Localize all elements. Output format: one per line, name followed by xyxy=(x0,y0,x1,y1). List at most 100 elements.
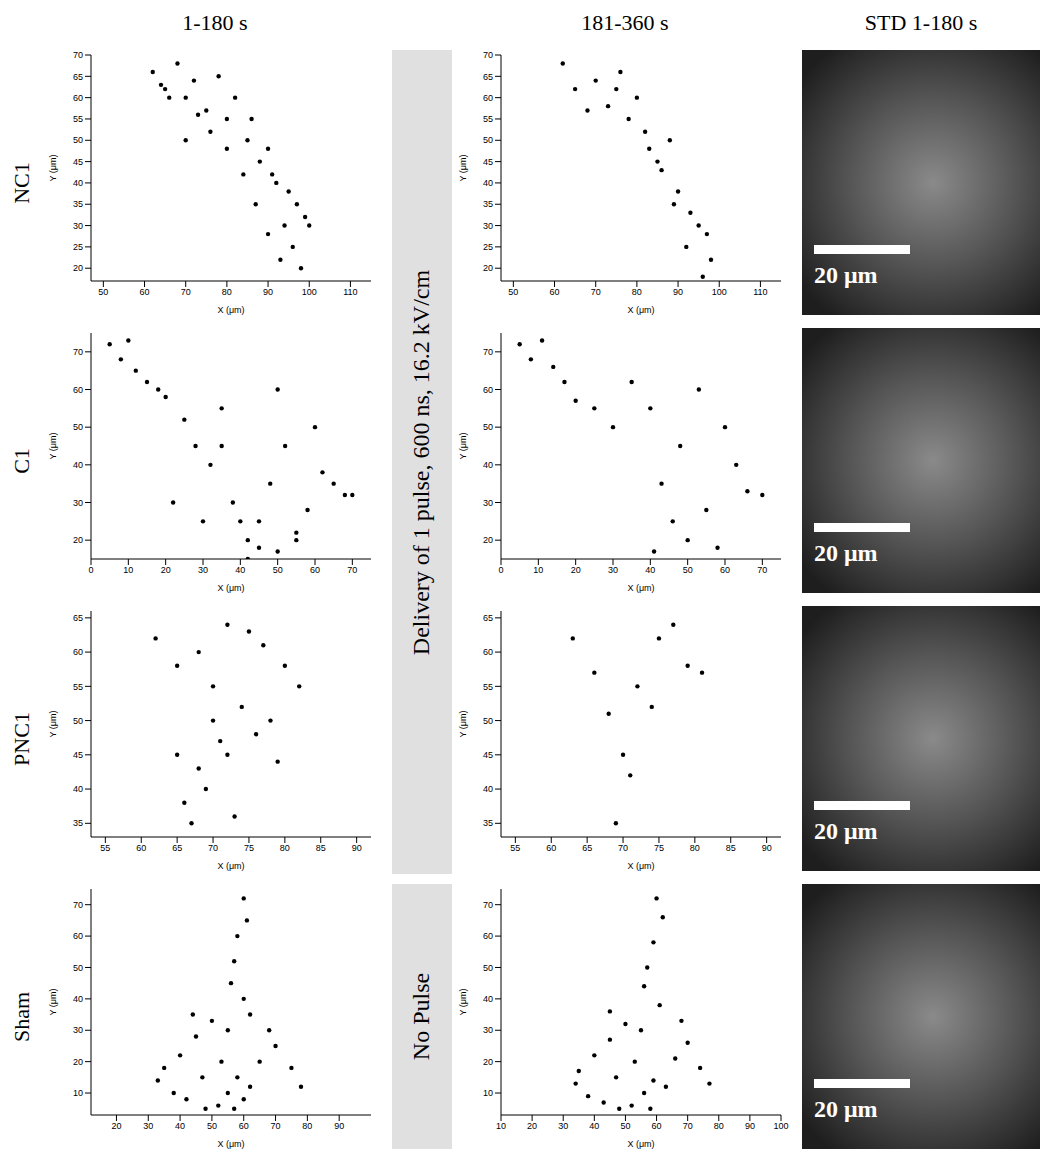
svg-text:100: 100 xyxy=(302,287,317,297)
svg-text:40: 40 xyxy=(483,460,493,470)
svg-text:Y (μm): Y (μm) xyxy=(48,432,58,459)
svg-text:X (μm): X (μm) xyxy=(217,861,244,871)
svg-text:85: 85 xyxy=(726,843,736,853)
svg-text:30: 30 xyxy=(198,565,208,575)
svg-text:80: 80 xyxy=(280,843,290,853)
svg-text:80: 80 xyxy=(690,843,700,853)
svg-text:100: 100 xyxy=(712,287,727,297)
svg-text:X (μm): X (μm) xyxy=(627,861,654,871)
svg-text:40: 40 xyxy=(73,994,83,1004)
svg-text:50: 50 xyxy=(508,287,518,297)
svg-text:90: 90 xyxy=(334,1121,344,1131)
svg-text:90: 90 xyxy=(263,287,273,297)
svg-text:25: 25 xyxy=(483,242,493,252)
svg-text:0: 0 xyxy=(88,565,93,575)
svg-text:25: 25 xyxy=(73,242,83,252)
svg-text:50: 50 xyxy=(683,565,693,575)
svg-text:30: 30 xyxy=(558,1121,568,1131)
svg-text:60: 60 xyxy=(140,287,150,297)
svg-text:70: 70 xyxy=(347,565,357,575)
svg-text:10: 10 xyxy=(73,1088,83,1098)
svg-text:10: 10 xyxy=(483,1088,493,1098)
svg-text:X (μm): X (μm) xyxy=(217,305,244,315)
svg-text:70: 70 xyxy=(618,843,628,853)
svg-text:60: 60 xyxy=(73,931,83,941)
svg-text:70: 70 xyxy=(271,1121,281,1131)
svg-text:80: 80 xyxy=(222,287,232,297)
svg-text:20: 20 xyxy=(571,565,581,575)
svg-text:10: 10 xyxy=(123,565,133,575)
svg-text:90: 90 xyxy=(352,843,362,853)
svg-text:55: 55 xyxy=(483,114,493,124)
svg-text:20: 20 xyxy=(483,1057,493,1067)
svg-text:50: 50 xyxy=(73,422,83,432)
svg-text:30: 30 xyxy=(483,1025,493,1035)
svg-text:20: 20 xyxy=(161,565,171,575)
svg-text:35: 35 xyxy=(483,818,493,828)
svg-text:40: 40 xyxy=(73,178,83,188)
svg-text:60: 60 xyxy=(73,647,83,657)
svg-text:20: 20 xyxy=(483,263,493,273)
svg-text:60: 60 xyxy=(720,565,730,575)
svg-text:65: 65 xyxy=(582,843,592,853)
svg-text:50: 50 xyxy=(483,422,493,432)
svg-text:Y (μm): Y (μm) xyxy=(458,988,468,1015)
svg-text:40: 40 xyxy=(175,1121,185,1131)
svg-text:0: 0 xyxy=(498,565,503,575)
svg-text:20: 20 xyxy=(73,1057,83,1067)
svg-text:50: 50 xyxy=(620,1121,630,1131)
svg-text:40: 40 xyxy=(73,784,83,794)
svg-text:40: 40 xyxy=(235,565,245,575)
svg-text:70: 70 xyxy=(181,287,191,297)
svg-text:70: 70 xyxy=(73,50,83,60)
svg-text:35: 35 xyxy=(73,199,83,209)
svg-text:40: 40 xyxy=(483,784,493,794)
svg-text:55: 55 xyxy=(100,843,110,853)
svg-text:X (μm): X (μm) xyxy=(217,583,244,593)
svg-text:Y (μm): Y (μm) xyxy=(458,154,468,181)
svg-text:30: 30 xyxy=(73,1025,83,1035)
svg-text:20: 20 xyxy=(527,1121,537,1131)
svg-text:60: 60 xyxy=(483,93,493,103)
svg-text:60: 60 xyxy=(239,1121,249,1131)
svg-text:100: 100 xyxy=(773,1121,788,1131)
svg-text:20: 20 xyxy=(111,1121,121,1131)
svg-text:65: 65 xyxy=(483,613,493,623)
svg-text:30: 30 xyxy=(73,498,83,508)
svg-text:20: 20 xyxy=(483,535,493,545)
svg-text:60: 60 xyxy=(550,287,560,297)
svg-text:70: 70 xyxy=(483,900,493,910)
svg-text:85: 85 xyxy=(316,843,326,853)
svg-text:55: 55 xyxy=(73,114,83,124)
svg-text:10: 10 xyxy=(496,1121,506,1131)
svg-text:110: 110 xyxy=(343,287,357,297)
svg-text:80: 80 xyxy=(714,1121,724,1131)
svg-text:65: 65 xyxy=(483,72,493,82)
svg-text:50: 50 xyxy=(73,963,83,973)
svg-text:40: 40 xyxy=(483,178,493,188)
svg-text:30: 30 xyxy=(483,221,493,231)
svg-text:55: 55 xyxy=(510,843,520,853)
svg-text:90: 90 xyxy=(673,287,683,297)
svg-text:X (μm): X (μm) xyxy=(627,1139,654,1149)
svg-text:X (μm): X (μm) xyxy=(627,305,654,315)
svg-text:30: 30 xyxy=(73,221,83,231)
svg-text:60: 60 xyxy=(73,93,83,103)
svg-text:45: 45 xyxy=(73,157,83,167)
svg-text:70: 70 xyxy=(483,50,493,60)
svg-text:50: 50 xyxy=(98,287,108,297)
svg-text:40: 40 xyxy=(589,1121,599,1131)
svg-text:60: 60 xyxy=(483,385,493,395)
svg-text:45: 45 xyxy=(483,157,493,167)
svg-text:110: 110 xyxy=(753,287,767,297)
svg-text:50: 50 xyxy=(483,135,493,145)
svg-text:55: 55 xyxy=(73,682,83,692)
svg-text:Y (μm): Y (μm) xyxy=(48,710,58,737)
svg-text:60: 60 xyxy=(483,647,493,657)
svg-text:35: 35 xyxy=(73,818,83,828)
svg-text:55: 55 xyxy=(483,682,493,692)
svg-text:50: 50 xyxy=(73,716,83,726)
svg-text:70: 70 xyxy=(73,900,83,910)
svg-text:50: 50 xyxy=(483,963,493,973)
svg-text:70: 70 xyxy=(208,843,218,853)
